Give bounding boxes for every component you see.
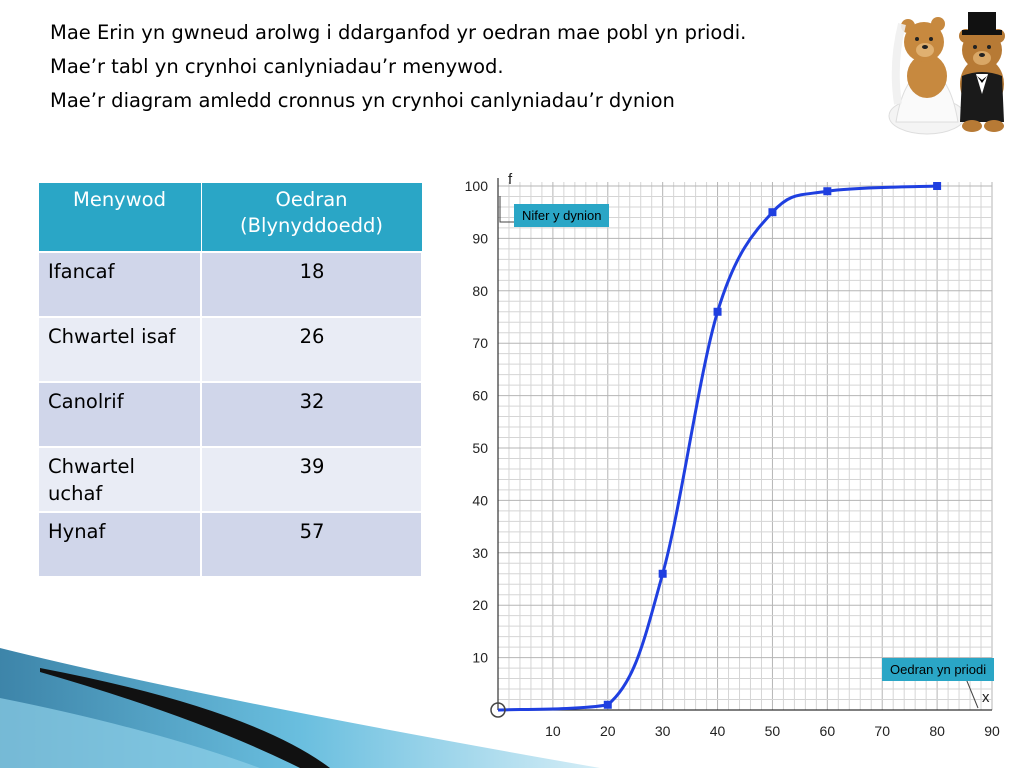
table-row: Chwartel isaf 26 (37, 316, 423, 383)
row-label: Chwartel uchaf (37, 446, 202, 513)
table-row: Ifancaf 18 (37, 251, 423, 318)
chart-grid (497, 182, 993, 711)
table-row: Chwartel uchaf 39 (37, 446, 423, 513)
chart-points (603, 182, 942, 709)
y-axis-label-box: Nifer y dynion (514, 204, 610, 227)
row-label: Ifancaf (37, 251, 202, 318)
y-tick-label: 90 (472, 230, 488, 246)
x-tick-label: 60 (820, 723, 836, 739)
data-point (823, 187, 832, 196)
table-row: Canolrif 32 (37, 381, 423, 448)
x-tick-label: 10 (545, 723, 561, 739)
teddy-bears-wedding-image (888, 12, 1005, 135)
row-value: 39 (200, 446, 423, 513)
decorative-swoosh (0, 648, 600, 768)
table-header-row: Menywod Oedran (Blynyddoedd) (37, 182, 423, 253)
y-axis-letter: f (508, 171, 513, 188)
chart-axes (497, 178, 992, 711)
x-tick-label: 30 (655, 723, 671, 739)
x-tick-label: 40 (710, 723, 726, 739)
origin-marker (490, 702, 506, 718)
women-age-table: Menywod Oedran (Blynyddoedd) Ifancaf 18 … (37, 182, 423, 578)
y-tick-label: 10 (472, 650, 488, 666)
x-tick-label: 80 (929, 723, 945, 739)
cumulative-frequency-chart: 10 20 30 40 50 60 70 80 90102030405060708090100 … (465, 171, 1000, 739)
table-header-oedran: Oedran (Blynyddoedd) (200, 182, 423, 253)
y-tick-label: 100 (465, 178, 489, 194)
row-label: Chwartel isaf (37, 316, 202, 383)
table-row: Hynaf 57 (37, 511, 423, 578)
y-tick-label: 40 (472, 492, 488, 508)
y-tick-label: 20 (472, 597, 488, 613)
row-label: Hynaf (37, 511, 202, 578)
row-value: 57 (200, 511, 423, 578)
x-axis-label-box: Oedran yn priodi (882, 658, 995, 681)
data-point (603, 700, 612, 709)
x-axis-letter: x (982, 689, 990, 706)
chart-tick-labels: 10 20 30 40 50 60 70 80 90 10 20 30 40 50 60 70 80 90 100 (465, 178, 1000, 739)
row-value: 26 (200, 316, 423, 383)
title-line-1: Mae Erin yn gwneud arolwg i ddarganfod y… (50, 21, 747, 44)
x-tick-label: 20 (600, 723, 616, 739)
y-tick-label: 60 (472, 388, 488, 404)
data-point (768, 208, 777, 217)
table-header-menywod: Menywod (37, 182, 202, 253)
y-tick-label: 50 (472, 440, 488, 456)
x-tick-label: 50 (765, 723, 781, 739)
title-block: Mae Erin yn gwneud arolwg i ddarganfod y… (50, 16, 900, 118)
y-tick-label: 70 (472, 335, 488, 351)
data-point (713, 307, 722, 316)
y-tick-label: 80 (472, 283, 488, 299)
x-tick-label: 70 (874, 723, 890, 739)
title-line-3: Mae’r diagram amledd cronnus yn crynhoi … (50, 89, 675, 112)
x-tick-label: 90 (984, 723, 1000, 739)
data-point (933, 182, 942, 190)
title-line-2: Mae’r tabl yn crynhoi canlyniadau’r meny… (50, 55, 504, 78)
row-value: 32 (200, 381, 423, 448)
data-point (658, 569, 667, 578)
row-label: Canolrif (37, 381, 202, 448)
row-value: 18 (200, 251, 423, 318)
y-tick-label: 30 (472, 545, 488, 561)
